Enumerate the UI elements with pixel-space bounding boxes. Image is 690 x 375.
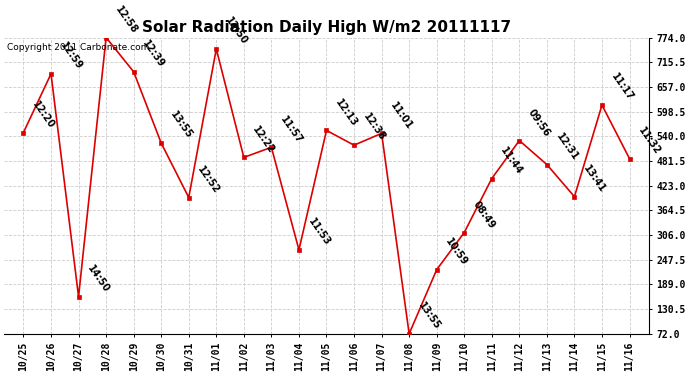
Text: 11:17: 11:17 (609, 72, 635, 103)
Text: 12:59: 12:59 (58, 40, 84, 72)
Text: 11:32: 11:32 (636, 125, 662, 156)
Text: 12:38: 12:38 (361, 112, 387, 143)
Text: Copyright 2011 Carbonate.com: Copyright 2011 Carbonate.com (8, 44, 150, 52)
Text: 10:59: 10:59 (444, 236, 470, 267)
Text: 12:50: 12:50 (224, 16, 249, 47)
Text: 12:20: 12:20 (30, 99, 57, 130)
Text: 11:53: 11:53 (306, 216, 332, 248)
Text: 11:57: 11:57 (278, 114, 304, 145)
Text: 12:39: 12:39 (141, 39, 166, 70)
Text: 12:13: 12:13 (333, 97, 359, 128)
Text: 11:44: 11:44 (499, 145, 524, 176)
Text: 12:52: 12:52 (196, 164, 221, 195)
Text: 13:41: 13:41 (582, 164, 607, 195)
Text: 09:56: 09:56 (526, 107, 552, 138)
Title: Solar Radiation Daily High W/m2 20111117: Solar Radiation Daily High W/m2 20111117 (142, 20, 511, 35)
Text: 14:50: 14:50 (86, 263, 112, 294)
Text: 13:55: 13:55 (168, 110, 194, 141)
Text: 12:58: 12:58 (113, 4, 139, 35)
Text: 12:22: 12:22 (250, 124, 277, 155)
Text: 12:31: 12:31 (554, 131, 580, 162)
Text: 08:49: 08:49 (471, 199, 497, 230)
Text: 11:01: 11:01 (388, 100, 415, 131)
Text: 13:55: 13:55 (416, 300, 442, 332)
